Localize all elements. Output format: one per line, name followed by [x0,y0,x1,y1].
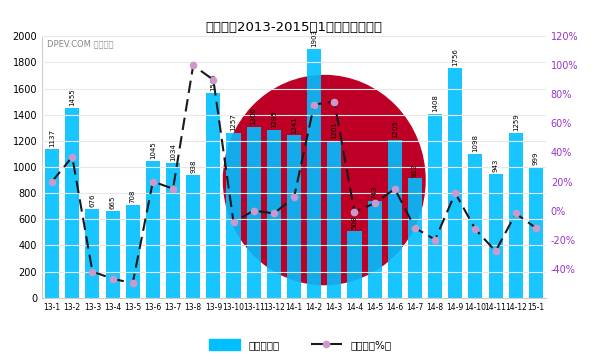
Bar [45,149,59,298]
Text: 1045: 1045 [150,142,156,159]
Bar [186,175,200,298]
Bar [106,211,119,298]
Text: 1241: 1241 [291,116,297,134]
Text: 1408: 1408 [432,94,438,112]
Bar [267,130,281,298]
Bar [226,133,241,298]
Bar [206,93,220,298]
Text: DPEV.COM 第一电动: DPEV.COM 第一电动 [47,39,113,48]
Bar [125,205,140,298]
Bar [408,179,422,298]
Text: 665: 665 [110,195,116,209]
Text: 1306: 1306 [251,107,257,125]
Text: 1137: 1137 [49,129,55,147]
Text: 1098: 1098 [472,134,478,152]
Legend: 销量（辆）, 年增率（%）: 销量（辆）, 年增率（%） [205,335,395,354]
Bar [287,135,301,298]
Bar [388,140,402,298]
Bar [469,154,482,298]
Bar [368,201,382,298]
Text: 999: 999 [533,152,539,165]
Bar [65,107,79,298]
Text: 1257: 1257 [230,114,236,131]
Bar [85,209,100,298]
Bar [146,161,160,298]
Text: 743: 743 [371,185,377,199]
Text: 508: 508 [352,216,358,229]
Ellipse shape [223,76,425,285]
Text: 708: 708 [130,190,136,203]
Text: 938: 938 [190,160,196,173]
Bar [327,141,341,298]
Text: 943: 943 [493,159,499,172]
Text: 1903: 1903 [311,29,317,47]
Bar [529,167,543,298]
Bar [428,114,442,298]
Text: 1756: 1756 [452,48,458,66]
Text: 676: 676 [89,194,95,207]
Text: 1034: 1034 [170,143,176,160]
Text: 1565: 1565 [211,73,217,91]
Bar [448,68,463,298]
Bar [166,163,180,298]
Bar [347,231,362,298]
Title: 日产聆风2013-2015年1月日本销量统计: 日产聆风2013-2015年1月日本销量统计 [206,21,383,34]
Bar [247,127,261,298]
Text: 1455: 1455 [69,88,75,106]
Bar [307,49,321,298]
Bar [509,133,523,298]
Text: 1201: 1201 [331,121,337,139]
Text: 1205: 1205 [392,121,398,138]
Text: 1259: 1259 [513,113,519,131]
Text: 912: 912 [412,163,418,176]
Bar [488,175,503,298]
Text: 1285: 1285 [271,110,277,128]
